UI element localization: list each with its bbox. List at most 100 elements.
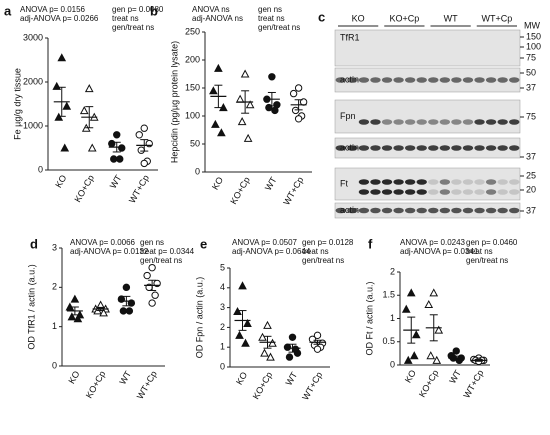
panel-label: d: [30, 236, 38, 251]
blot-band: [497, 207, 508, 214]
data-point: [291, 345, 300, 353]
data-point: [211, 119, 220, 128]
blot-band: [335, 77, 346, 83]
data-point: [258, 332, 267, 341]
stat-text: gen p= 0.0128: [302, 238, 354, 247]
blot-group: KO: [352, 13, 365, 23]
blot-band: [381, 189, 393, 195]
y-tick-label: 5: [220, 262, 225, 272]
stat-text: gen p= 0.0080: [112, 5, 164, 14]
blot-band: [439, 77, 451, 83]
blot-band: [404, 77, 416, 83]
blot-band: [416, 77, 427, 83]
data-point: [54, 112, 64, 121]
stat-text: ANOVA p= 0.0066: [70, 238, 136, 247]
y-tick-label: 0.5: [382, 336, 395, 346]
data-point: [73, 314, 83, 323]
blot-band: [393, 189, 404, 195]
blot-strip: [334, 99, 521, 134]
y-tick-label: 4: [220, 282, 225, 292]
x-tick-label: KO: [53, 173, 68, 189]
data-point: [268, 338, 277, 347]
mw-label: 100: [526, 41, 541, 51]
blot-band: [451, 207, 462, 214]
y-tick-label: 2000: [23, 76, 43, 86]
data-point: [214, 63, 223, 72]
x-tick-label: KO+Cp: [72, 173, 96, 204]
blot-band: [358, 145, 370, 151]
data-point: [243, 133, 253, 142]
blot-band: [381, 145, 393, 151]
y-tick-label: 2: [390, 266, 395, 276]
stat-text: gen ns: [258, 5, 282, 14]
blot-band: [404, 189, 416, 195]
data-point: [148, 299, 156, 307]
data-point: [406, 288, 416, 297]
x-tick-label: KO+Cp: [84, 369, 108, 400]
x-tick-label: KO: [66, 369, 81, 385]
data-point: [113, 131, 121, 139]
blot-band: [509, 119, 520, 125]
data-point: [243, 318, 252, 327]
stat-text: gen ns: [140, 238, 164, 247]
data-point: [235, 94, 245, 103]
blot-band: [451, 119, 462, 125]
data-point: [60, 143, 70, 152]
blot-band: [474, 179, 485, 185]
blot-band: [474, 119, 485, 125]
data-point: [424, 299, 434, 309]
blot-band: [439, 119, 451, 125]
data-point: [118, 144, 126, 152]
data-point: [285, 353, 294, 361]
y-tick-label: 200: [185, 54, 200, 64]
mw-label: 75: [526, 52, 536, 62]
blot-band: [509, 145, 520, 151]
data-point: [409, 351, 419, 360]
blot-band: [485, 77, 497, 83]
panel-label: b: [150, 3, 158, 18]
stat-text: treat ns: [258, 14, 285, 23]
data-point: [79, 106, 89, 115]
blot-band: [381, 119, 393, 125]
blot-band: [474, 77, 485, 83]
x-tick-label: KO+Cp: [228, 175, 252, 206]
blot-band: [485, 207, 497, 214]
data-point: [110, 155, 118, 163]
data-point: [151, 291, 159, 299]
y-axis-label: Hepcidin (pg/µg protein lysate): [169, 41, 179, 163]
blot-band: [474, 189, 485, 195]
panel-label: e: [200, 236, 207, 251]
x-tick-label: KO: [210, 175, 225, 191]
data-point: [268, 73, 276, 81]
blot-band: [428, 207, 439, 214]
data-point: [434, 325, 444, 334]
mw-label: 37: [526, 151, 536, 161]
stat-text: gen/treat ns: [302, 256, 344, 265]
x-tick-label: KO+Cp: [251, 370, 275, 401]
stat-text: adj-ANOVA p= 0.0132: [70, 247, 149, 256]
blot-band: [416, 207, 427, 214]
y-tick-label: 250: [185, 26, 200, 36]
y-tick-label: 2: [220, 322, 225, 332]
blot-band: [485, 119, 497, 125]
x-tick-label: WT+Cp: [461, 368, 485, 400]
x-tick-label: WT: [263, 175, 279, 193]
data-point: [122, 283, 131, 292]
mw-label: 75: [526, 111, 536, 121]
data-point: [294, 84, 303, 92]
data-point: [240, 69, 250, 78]
data-point: [70, 294, 80, 303]
mw-label: 37: [526, 82, 536, 92]
blot-band: [393, 77, 404, 83]
blot-band: [485, 179, 497, 185]
x-tick-label: WT: [108, 173, 124, 191]
blot-strip: [334, 137, 521, 159]
x-tick-label: WT: [284, 370, 300, 388]
data-point: [401, 304, 411, 313]
y-tick-label: 150: [185, 82, 200, 92]
blot-band: [335, 145, 346, 151]
blot-band: [439, 207, 451, 214]
blot-band: [485, 189, 497, 195]
stat-text: adj-ANOVA ns: [192, 14, 243, 23]
